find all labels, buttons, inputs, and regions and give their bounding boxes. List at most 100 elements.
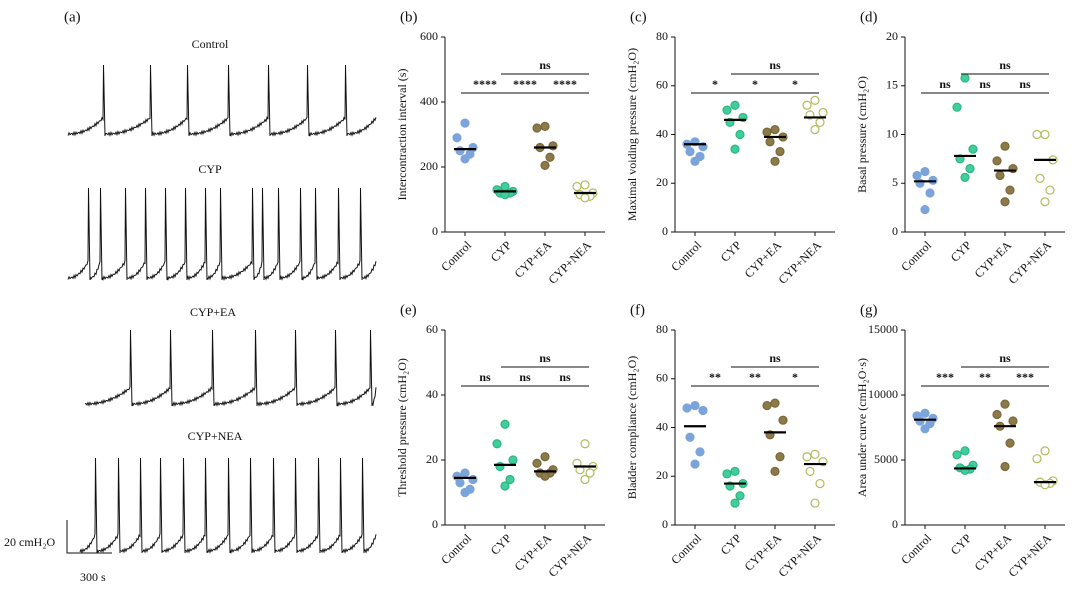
significance-label: *	[792, 77, 798, 91]
scale-bar	[66, 520, 112, 554]
data-point	[730, 100, 740, 110]
data-point	[802, 100, 812, 110]
data-point	[810, 498, 820, 508]
significance-label: **	[749, 370, 761, 384]
data-point	[810, 95, 820, 105]
y-tick-label: 0	[432, 224, 438, 238]
data-point	[920, 408, 930, 418]
significance-label: ns	[479, 370, 491, 384]
data-point	[960, 446, 970, 456]
data-point	[920, 424, 930, 434]
data-point	[1005, 438, 1015, 448]
data-point	[468, 474, 478, 485]
x-tick-label: Control	[668, 531, 704, 567]
data-point	[1008, 416, 1018, 426]
trace-title: CYP+EA	[190, 305, 236, 319]
data-point	[992, 156, 1002, 166]
data-point	[580, 439, 590, 449]
data-point	[952, 102, 962, 112]
data-point	[722, 469, 732, 479]
panel-label: (b)	[400, 9, 418, 25]
panel-label: (g)	[860, 302, 878, 318]
y-tick-label: 0	[662, 224, 668, 238]
y-axis-label: Maximal voiding pressure (cmH₂O)	[625, 48, 639, 221]
data-point	[1032, 454, 1042, 464]
pressure-trace	[84, 329, 377, 408]
trace-title: Control	[192, 37, 229, 51]
x-tick-label: CYP	[948, 238, 975, 265]
y-tick-label: 0	[892, 224, 898, 238]
y-tick-label: 400	[420, 94, 438, 108]
data-point	[912, 170, 922, 181]
significance-label: ns	[559, 370, 571, 384]
data-point	[810, 449, 820, 459]
data-point	[690, 400, 700, 411]
data-point	[460, 468, 470, 478]
data-point	[1040, 446, 1050, 456]
data-point	[1040, 197, 1050, 207]
data-point	[460, 154, 470, 164]
trace-title: CYP	[198, 162, 222, 176]
data-point	[500, 419, 510, 429]
data-point	[960, 172, 970, 182]
data-point	[762, 400, 772, 411]
data-point	[1000, 399, 1010, 409]
pressure-trace	[67, 64, 377, 138]
significance-label: *	[712, 77, 718, 91]
significance-label: ns	[979, 77, 991, 91]
data-point	[698, 405, 708, 416]
significance-label: ****	[553, 77, 577, 91]
data-point	[572, 181, 582, 192]
data-point	[1000, 197, 1010, 207]
significance-label: **	[709, 370, 721, 384]
data-point	[685, 432, 695, 442]
data-point	[580, 193, 590, 203]
x-tick-label: Control	[438, 531, 474, 567]
significance-label: ***	[936, 370, 954, 384]
data-point	[735, 129, 745, 140]
significance-label: ***	[1016, 370, 1034, 384]
data-point	[460, 118, 470, 128]
data-point	[505, 474, 515, 485]
data-point	[810, 125, 820, 135]
significance-label: **	[979, 370, 991, 384]
data-point	[580, 474, 590, 485]
y-tick-label: 80	[656, 29, 668, 43]
x-tick-label: CYP+NEA	[545, 531, 594, 580]
significance-label: *	[792, 370, 798, 384]
panel-label: (d)	[860, 9, 878, 25]
x-tick-label: Control	[898, 531, 934, 567]
data-point	[495, 461, 505, 472]
data-point	[925, 188, 935, 198]
data-point	[585, 468, 595, 478]
data-point	[460, 487, 470, 498]
pressure-trace	[79, 457, 377, 555]
data-point	[695, 447, 705, 457]
y-tick-label: 60	[426, 322, 438, 336]
y-axis-label: Threshold pressure (cmH₂O)	[395, 358, 409, 497]
y-tick-label: 20	[656, 175, 668, 189]
significance-label: ****	[513, 77, 537, 91]
x-tick-label: Control	[898, 238, 934, 274]
y-tick-label: 40	[656, 419, 668, 433]
y-tick-label: 20	[426, 452, 438, 466]
y-tick-label: 60	[656, 371, 668, 385]
data-point	[775, 452, 785, 462]
x-tick-label: CYP+NEA	[1005, 531, 1054, 580]
data-point	[805, 466, 815, 476]
y-tick-label: 10000	[868, 387, 898, 401]
x-tick-label: Control	[438, 238, 474, 274]
significance-label: ns	[519, 370, 531, 384]
data-point	[508, 455, 518, 465]
y-axis-label: Intercontraction interval (s)	[395, 69, 409, 201]
y-tick-label: 20	[656, 468, 668, 482]
data-point	[1040, 129, 1050, 140]
data-point	[455, 146, 465, 156]
data-point	[770, 466, 780, 476]
scale-label: 20 cmH₂O	[4, 535, 56, 549]
data-point	[540, 452, 550, 462]
y-tick-label: 40	[656, 126, 668, 140]
data-point	[540, 160, 550, 170]
data-point	[765, 137, 775, 147]
data-point	[818, 107, 828, 118]
